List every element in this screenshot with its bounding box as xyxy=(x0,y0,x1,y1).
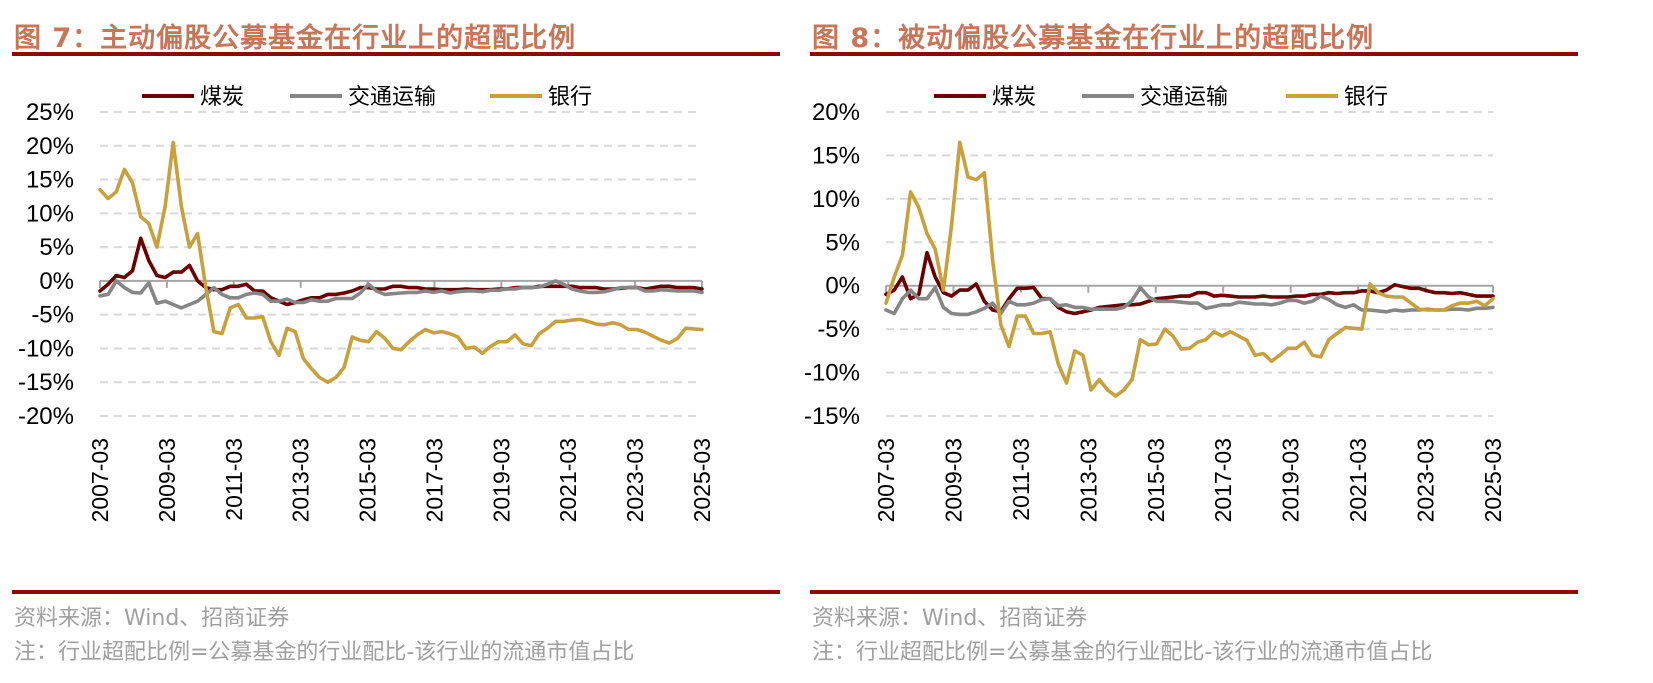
y-tick-label: -15% xyxy=(18,369,74,396)
x-tick-label: 2023-03 xyxy=(1413,438,1439,522)
series-line-2 xyxy=(884,140,1495,398)
source-text: 资料来源：Wind、招商证券 xyxy=(14,606,290,631)
x-tick-label: 2015-03 xyxy=(1143,438,1169,522)
y-tick-label: -10% xyxy=(18,335,74,362)
figure-8-panel: 图 8：被动偏股公募基金在行业上的超配比例 煤炭 交通运输 银行 20% 15% 10% 5… xyxy=(798,0,1578,683)
source-divider xyxy=(12,590,780,594)
legend-label: 交通运输 xyxy=(1140,85,1228,110)
series-line-0 xyxy=(884,250,1495,316)
series-line-0 xyxy=(98,236,704,307)
figure-title: 图 8：被动偏股公募基金在行业上的超配比例 xyxy=(812,23,1375,54)
x-tick-label: 2017-03 xyxy=(1210,438,1236,522)
y-tick-label: 5% xyxy=(825,229,860,256)
x-tick-label: 2019-03 xyxy=(1278,438,1304,522)
legend-label: 银行 xyxy=(548,85,592,110)
y-tick-label: 5% xyxy=(39,234,74,261)
x-tick-label: 2021-03 xyxy=(555,438,581,522)
x-tick-label: 2011-03 xyxy=(1008,438,1034,521)
legend-label: 煤炭 xyxy=(992,85,1036,110)
x-tick-label: 2011-03 xyxy=(221,438,247,521)
x-tick-label: 2023-03 xyxy=(622,438,648,522)
y-tick-label: -20% xyxy=(18,403,74,430)
y-tick-label: 20% xyxy=(26,133,74,160)
x-tick-label: 2007-03 xyxy=(873,438,899,522)
y-tick-label: 20% xyxy=(812,99,860,126)
x-tick-label: 2009-03 xyxy=(940,438,966,522)
title-divider xyxy=(810,52,1578,56)
legend-label: 交通运输 xyxy=(348,85,436,110)
x-tick-label: 2009-03 xyxy=(154,438,180,522)
x-tick-label: 2017-03 xyxy=(421,438,447,522)
y-tick-label: -5% xyxy=(817,316,860,343)
y-tick-label: -5% xyxy=(31,302,74,329)
y-tick-label: -15% xyxy=(804,403,860,430)
series-line-1 xyxy=(98,279,704,310)
y-tick-label: 10% xyxy=(26,200,74,227)
note-text: 注：行业超配比例=公募基金的行业配比-该行业的流通市值占比 xyxy=(812,640,1433,665)
line-chart-active-funds: 煤炭 交通运输 银行 25% 20% 15% 10% 5% 0% -5% -10% -15% -20% 2… xyxy=(18,85,715,522)
y-tick-label: -10% xyxy=(804,360,860,387)
x-tick-label: 2007-03 xyxy=(87,438,113,522)
x-tick-label: 2019-03 xyxy=(488,438,514,522)
y-tick-label: 10% xyxy=(812,186,860,213)
legend-label: 煤炭 xyxy=(200,85,244,110)
x-tick-label: 2015-03 xyxy=(355,438,381,522)
y-tick-label: 15% xyxy=(812,142,860,169)
x-tick-label: 2025-03 xyxy=(689,438,715,522)
x-tick-label: 2025-03 xyxy=(1480,438,1506,522)
source-divider xyxy=(810,590,1578,594)
x-tick-label: 2021-03 xyxy=(1345,438,1371,522)
y-tick-label: 25% xyxy=(26,99,74,126)
y-tick-label: 15% xyxy=(26,167,74,194)
source-text: 资料来源：Wind、招商证券 xyxy=(812,606,1088,631)
x-tick-label: 2013-03 xyxy=(1075,438,1101,522)
x-tick-label: 2013-03 xyxy=(288,438,314,522)
y-tick-label: 0% xyxy=(825,273,860,300)
series-line-2 xyxy=(98,140,704,385)
figure-7-panel: 图 7：主动偏股公募基金在行业上的超配比例 煤炭 交通运输 银行 25% 20% 15% 1… xyxy=(0,0,780,683)
title-divider xyxy=(12,52,780,56)
figure-title: 图 7：主动偏股公募基金在行业上的超配比例 xyxy=(14,23,577,54)
series-line-1 xyxy=(884,285,1495,317)
y-tick-label: 0% xyxy=(39,268,74,295)
line-chart-passive-funds: 煤炭 交通运输 银行 20% 15% 10% 5% 0% -5% -10% -15% 2007-03 2… xyxy=(804,85,1506,522)
legend-label: 银行 xyxy=(1344,85,1388,110)
note-text: 注：行业超配比例=公募基金的行业配比-该行业的流通市值占比 xyxy=(14,640,635,665)
